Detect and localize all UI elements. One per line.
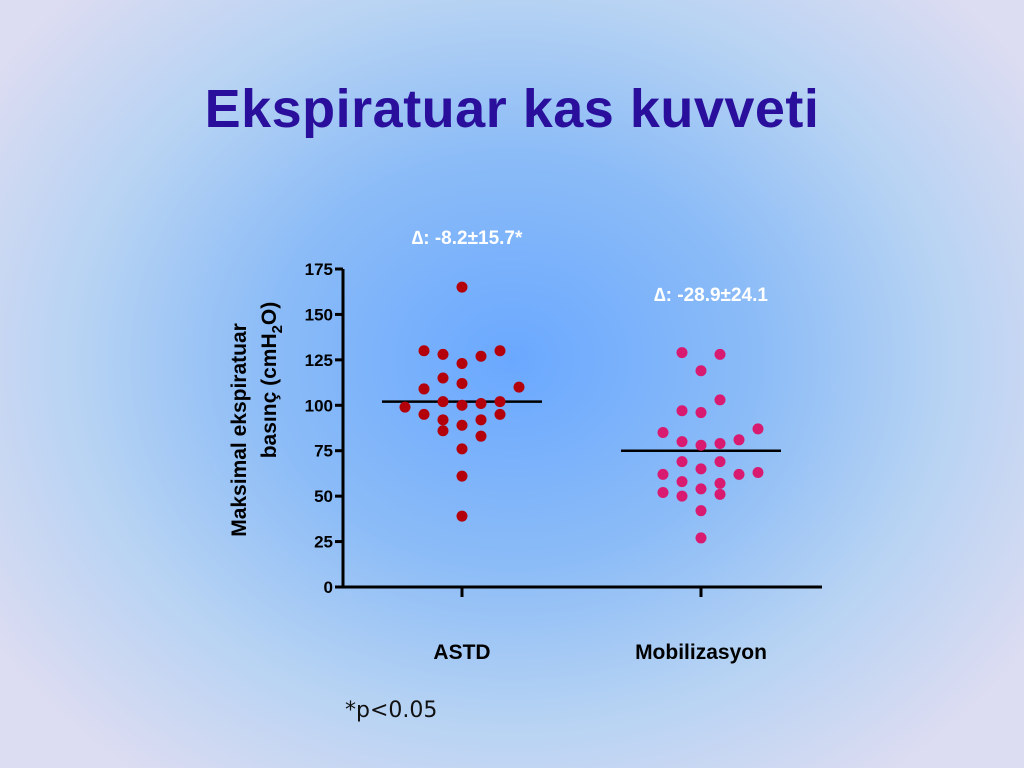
- data-point: [475, 414, 487, 426]
- data-point: [733, 434, 745, 446]
- data-point: [456, 443, 468, 455]
- slide-title: Ekspiratuar kas kuvveti: [204, 79, 820, 139]
- data-point: [437, 425, 449, 437]
- data-point: [752, 467, 764, 479]
- chart-axes: ASTD Mobilizasyon: [341, 269, 822, 664]
- x-tick-label: ASTD: [433, 641, 490, 664]
- data-point: [714, 437, 726, 449]
- data-point: [695, 407, 707, 419]
- y-axis-label-line1: Maksimal ekspiratuar: [228, 323, 251, 537]
- y-tick-label: 125: [305, 351, 333, 370]
- data-point: [676, 476, 688, 488]
- data-point: [494, 408, 506, 420]
- data-point: [494, 345, 506, 357]
- x-tick-label: Mobilizasyon: [635, 641, 767, 664]
- data-point: [695, 463, 707, 475]
- data-point: [695, 532, 707, 544]
- y-axis-label-prefix: basınç (cmH: [258, 333, 281, 458]
- data-point: [494, 396, 506, 408]
- y-axis-label-line2: basınç (cmH2O): [258, 302, 286, 459]
- data-point: [437, 372, 449, 384]
- data-point: [456, 419, 468, 431]
- data-point: [695, 439, 707, 451]
- data-point: [456, 377, 468, 389]
- data-point: [714, 456, 726, 468]
- data-point: [695, 483, 707, 495]
- data-point: [676, 456, 688, 468]
- y-ticks: 0 25 50 75 100 125 150 175: [305, 260, 343, 597]
- data-point: [657, 427, 669, 439]
- y-axis-label-subscript: 2: [269, 325, 286, 333]
- data-point: [456, 281, 468, 293]
- data-point: [399, 401, 411, 413]
- data-points: [399, 281, 764, 544]
- data-point: [475, 397, 487, 409]
- data-point: [676, 436, 688, 448]
- data-point: [714, 348, 726, 360]
- y-axis-label-suffix: O): [258, 302, 281, 325]
- data-point: [456, 510, 468, 522]
- data-point: [513, 381, 525, 393]
- data-point: [456, 470, 468, 482]
- data-point: [475, 430, 487, 442]
- y-tick-label: 25: [314, 533, 333, 552]
- data-point: [676, 347, 688, 359]
- chart-labels: Maksimal ekspiratuar basınç (cmH2O) ∆: -…: [228, 228, 768, 537]
- data-point: [657, 487, 669, 499]
- data-point: [676, 405, 688, 417]
- data-point: [657, 468, 669, 480]
- y-tick-label: 100: [305, 396, 333, 415]
- data-point: [752, 423, 764, 435]
- data-point: [733, 468, 745, 480]
- data-point: [418, 345, 430, 357]
- data-point: [714, 488, 726, 500]
- data-point: [437, 396, 449, 408]
- significance-note: *p<0.05: [345, 698, 438, 723]
- delta-annotation: ∆: -8.2±15.7*: [412, 228, 523, 249]
- y-tick-label: 175: [305, 260, 333, 279]
- data-point: [695, 365, 707, 377]
- data-point: [418, 383, 430, 395]
- data-point: [456, 399, 468, 411]
- data-point: [437, 348, 449, 360]
- data-point: [418, 408, 430, 420]
- data-point: [695, 505, 707, 517]
- data-point: [437, 414, 449, 426]
- data-point: [456, 357, 468, 369]
- y-tick-label: 75: [314, 442, 333, 461]
- delta-annotation: ∆: -28.9±24.1: [654, 285, 768, 306]
- y-tick-label: 150: [305, 305, 333, 324]
- y-tick-label: 0: [324, 578, 333, 597]
- data-point: [714, 394, 726, 406]
- data-point: [475, 350, 487, 362]
- data-point: [714, 477, 726, 489]
- y-tick-label: 50: [314, 487, 333, 506]
- data-point: [676, 490, 688, 502]
